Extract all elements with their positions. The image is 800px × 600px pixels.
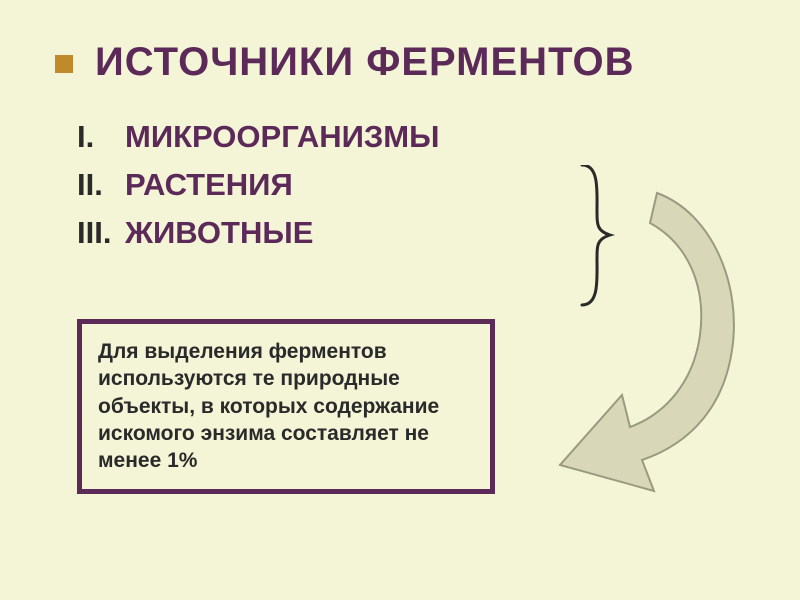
- list-roman: I.: [77, 113, 125, 161]
- list-label: МИКРООРГАНИЗМЫ: [125, 113, 745, 161]
- brace-icon: [582, 165, 610, 305]
- list-roman: II.: [77, 161, 125, 209]
- curved-arrow-icon: [560, 193, 734, 491]
- slide-title: ИСТОЧНИКИ ФЕРМЕНТОВ: [95, 40, 745, 85]
- list-item: I. МИКРООРГАНИЗМЫ: [77, 113, 745, 161]
- title-bullet-square: [55, 55, 73, 73]
- arrow-svg: [542, 165, 752, 505]
- note-box: Для выделения ферментов используются те …: [77, 319, 495, 493]
- curved-arrow-and-brace: [542, 165, 752, 505]
- list-roman: III.: [77, 209, 125, 257]
- slide: ИСТОЧНИКИ ФЕРМЕНТОВ I. МИКРООРГАНИЗМЫ II…: [0, 0, 800, 600]
